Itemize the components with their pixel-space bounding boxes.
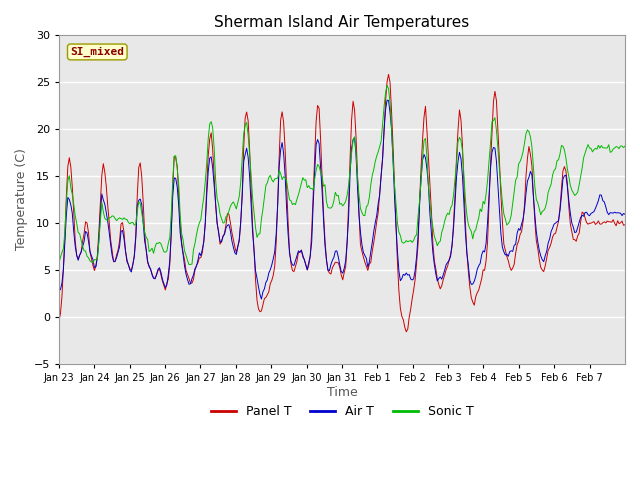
Sonic T — [546, 185, 554, 191]
Legend: Panel T, Air T, Sonic T: Panel T, Air T, Sonic T — [205, 400, 478, 423]
Panel T — [546, 244, 554, 250]
Sonic T — [74, 229, 82, 235]
Sonic T — [383, 83, 391, 88]
Air T — [546, 236, 554, 242]
Panel T — [74, 256, 82, 262]
Panel T — [403, 329, 410, 335]
Panel T — [55, 318, 63, 324]
Air T — [348, 145, 355, 151]
Sonic T — [92, 257, 100, 263]
Text: SI_mixed: SI_mixed — [70, 47, 124, 57]
Title: Sherman Island Air Temperatures: Sherman Island Air Temperatures — [214, 15, 470, 30]
Air T — [92, 264, 100, 270]
Sonic T — [461, 196, 469, 202]
Air T — [55, 288, 63, 293]
Panel T — [461, 219, 469, 225]
Line: Sonic T: Sonic T — [59, 85, 625, 264]
Sonic T — [621, 143, 629, 149]
Line: Air T: Air T — [59, 100, 625, 299]
Sonic T — [620, 144, 627, 150]
Sonic T — [55, 260, 63, 266]
Sonic T — [348, 150, 355, 156]
Air T — [257, 296, 265, 302]
Air T — [621, 211, 629, 217]
Line: Panel T: Panel T — [59, 74, 625, 332]
Air T — [620, 211, 627, 216]
Panel T — [92, 263, 100, 269]
Panel T — [621, 222, 629, 228]
Sonic T — [185, 262, 193, 267]
Y-axis label: Temperature (C): Temperature (C) — [15, 149, 28, 251]
X-axis label: Time: Time — [326, 385, 357, 398]
Panel T — [620, 222, 627, 228]
Panel T — [346, 155, 354, 161]
Air T — [383, 97, 391, 103]
Air T — [74, 257, 82, 263]
Air T — [461, 230, 469, 236]
Panel T — [385, 72, 392, 77]
